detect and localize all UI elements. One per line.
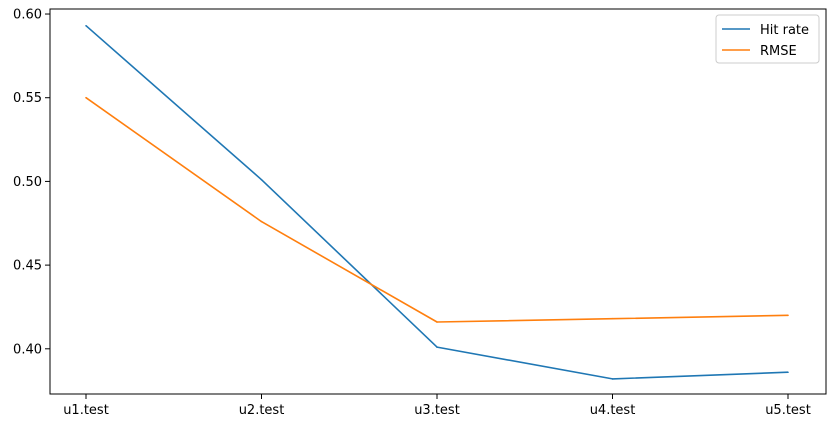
data-point-rmse [436, 321, 438, 323]
legend-box [715, 14, 820, 64]
data-point-hit-rate [611, 378, 614, 380]
y-axis: 0.40 0.45 0.50 0.55 0.60 [13, 8, 50, 357]
x-axis: u1.test u2.test u3.test u4.test u5.test [63, 394, 811, 418]
y-tick-label: 0.40 [13, 342, 42, 357]
data-point-hit-rate [85, 24, 87, 27]
x-tick-label: u5.test [765, 403, 811, 418]
y-tick-label: 0.60 [13, 8, 42, 23]
series-lines [85, 24, 789, 380]
data-point-hit-rate [436, 346, 438, 348]
data-point-rmse [787, 314, 789, 317]
legend-label-hit-rate: Hit rate [760, 23, 809, 38]
data-point-hit-rate [787, 371, 789, 374]
y-tick-label: 0.45 [13, 259, 42, 274]
data-point-hit-rate [260, 178, 263, 181]
y-tick-label: 0.55 [13, 91, 42, 106]
legend-label-rmse: RMSE [760, 44, 797, 59]
data-point-rmse [611, 317, 614, 320]
plot-area [49, 8, 827, 395]
x-tick-label: u2.test [239, 403, 285, 418]
data-point-rmse [260, 220, 263, 223]
x-tick-label: u1.test [63, 403, 109, 418]
legend: Hit rate RMSE [715, 14, 820, 64]
x-tick-label: u3.test [414, 403, 460, 418]
y-tick-label: 0.50 [13, 175, 42, 190]
x-tick-label: u4.test [590, 403, 636, 418]
data-point-rmse [85, 96, 87, 99]
